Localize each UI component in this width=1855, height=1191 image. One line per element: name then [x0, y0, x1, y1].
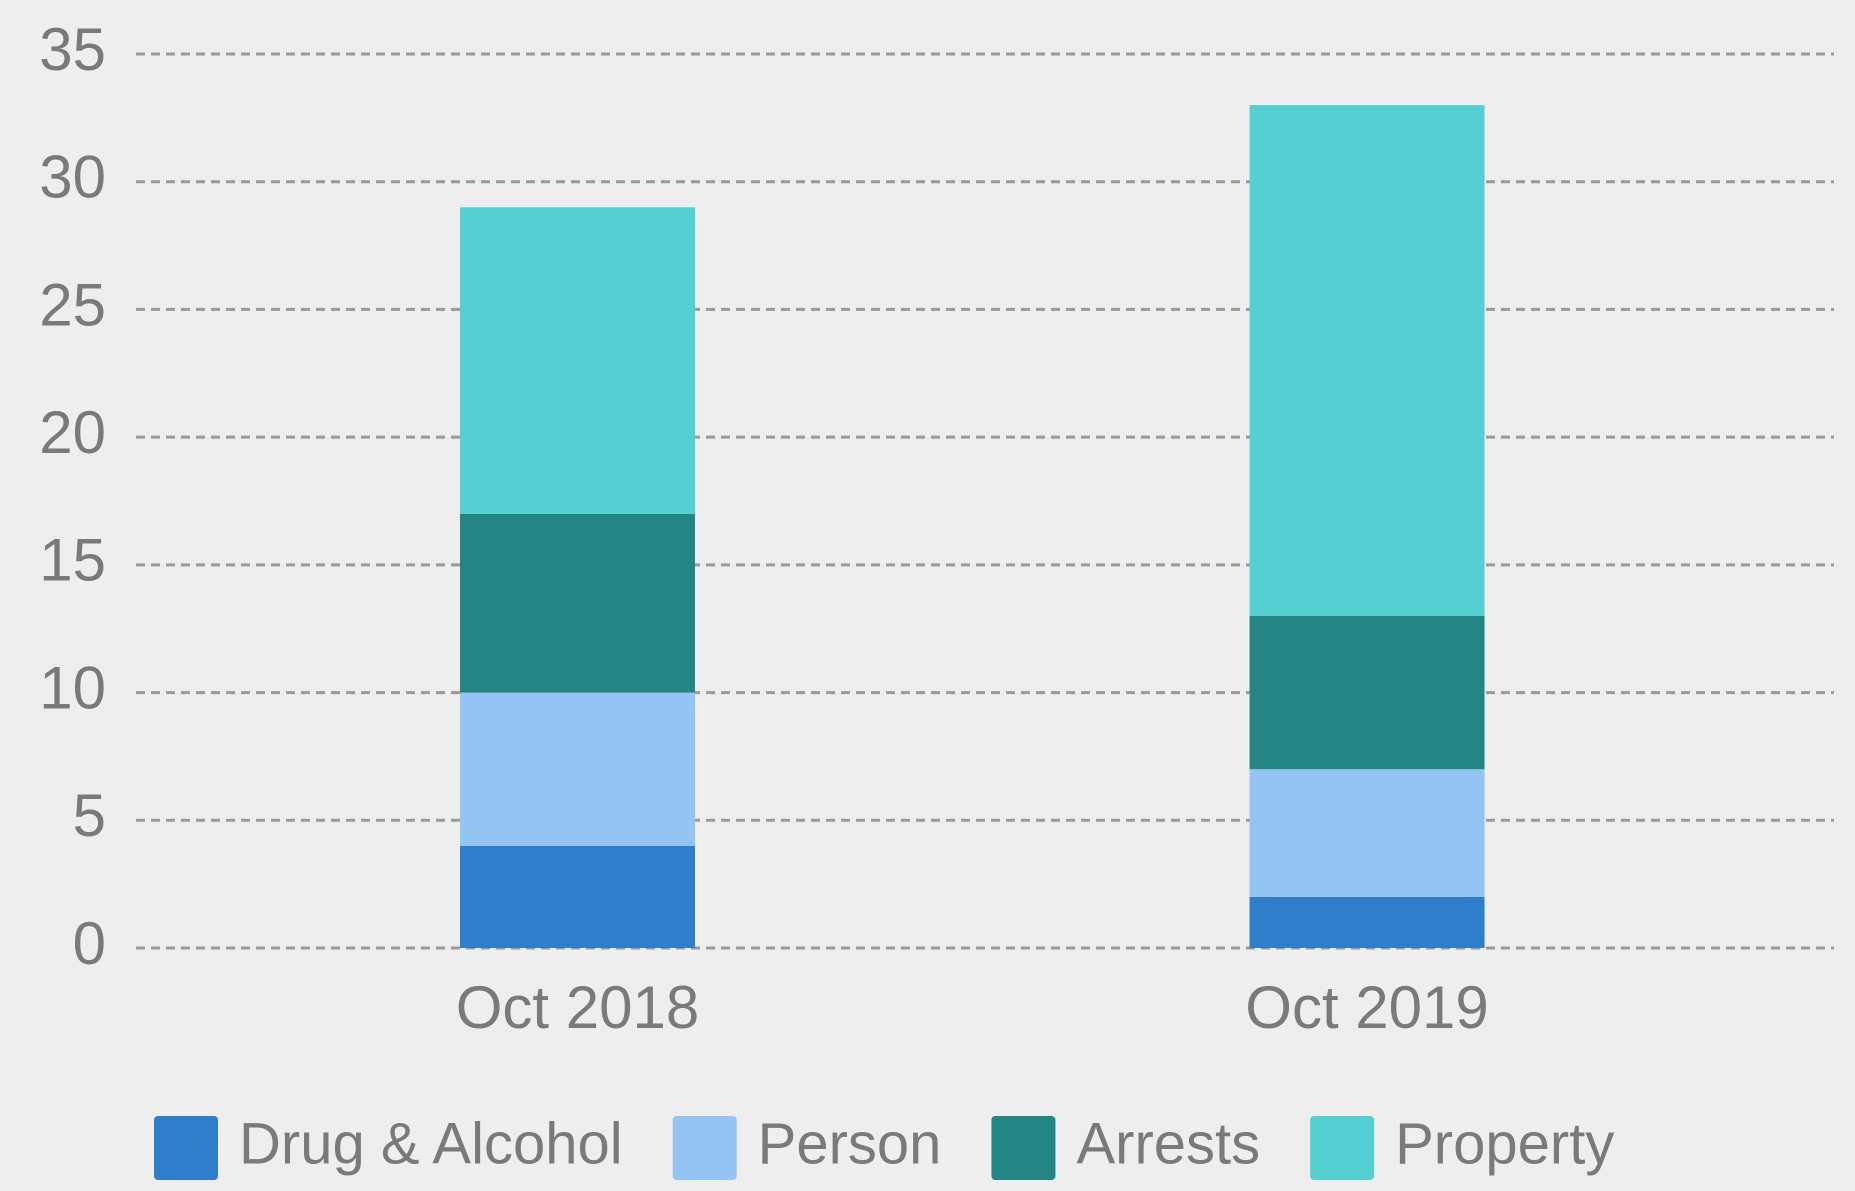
legend-swatch — [154, 1116, 218, 1180]
legend-label: Property — [1395, 1111, 1614, 1176]
y-tick-label: 5 — [73, 782, 106, 849]
bar-segment — [1249, 615, 1485, 770]
x-tick-label: Oct 2019 — [1245, 974, 1489, 1041]
legend-label: Drug & Alcohol — [239, 1111, 623, 1176]
bar-segment — [459, 845, 695, 948]
bar-segment — [459, 513, 695, 693]
y-tick-label: 25 — [39, 271, 106, 338]
y-tick-label: 15 — [39, 527, 106, 594]
bar-segment — [1249, 896, 1485, 948]
y-tick-label: 0 — [73, 910, 106, 977]
legend-swatch — [672, 1116, 737, 1180]
bar-segment — [1249, 105, 1485, 616]
y-tick-label: 35 — [39, 16, 106, 83]
legend-label: Arrests — [1076, 1111, 1260, 1176]
bar-segment — [1249, 769, 1485, 897]
legend-label: Person — [758, 1111, 942, 1176]
legend-swatch — [1310, 1116, 1375, 1180]
legend-swatch — [991, 1116, 1056, 1180]
x-tick-label: Oct 2018 — [456, 974, 700, 1041]
bar-segment — [459, 207, 695, 514]
bar-segment — [459, 692, 695, 846]
y-tick-label: 20 — [39, 399, 106, 466]
y-tick-label: 30 — [39, 144, 106, 211]
y-tick-label: 10 — [39, 654, 106, 721]
